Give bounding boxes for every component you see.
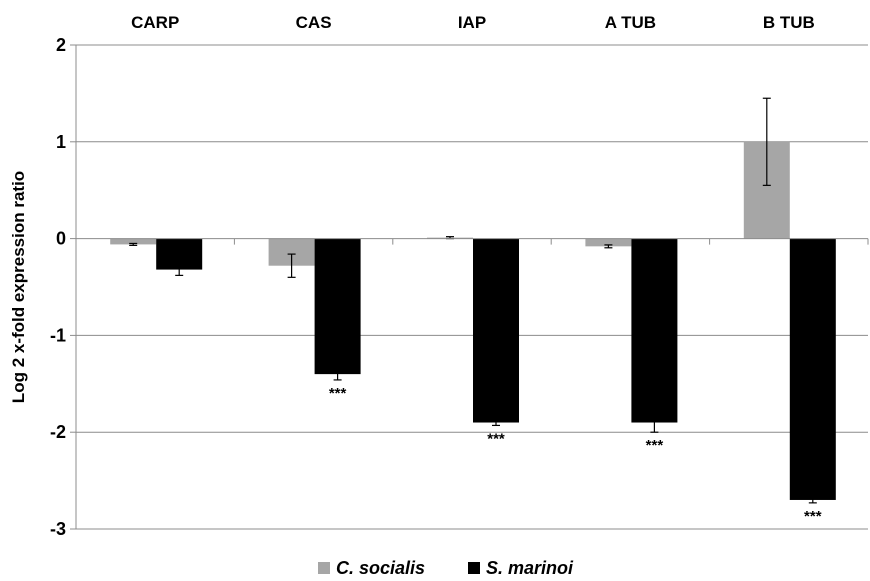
category-label: CARP [131, 13, 179, 32]
bar [789, 238, 836, 500]
y-tick-label: 1 [56, 132, 66, 152]
y-tick-label: -3 [50, 519, 66, 539]
legend-label: C. socialis [336, 558, 425, 578]
gridlines [76, 44, 868, 530]
significance-label: *** [329, 385, 347, 402]
y-tick-label: 0 [56, 229, 66, 249]
significance-label: *** [804, 508, 822, 525]
y-tick-label: -2 [50, 422, 66, 442]
significance-label: *** [487, 430, 505, 447]
category-label: A TUB [605, 13, 656, 32]
category-label: B TUB [763, 13, 815, 32]
legend-swatch [468, 562, 480, 574]
error-bars [129, 97, 817, 504]
category-label: CAS [296, 13, 332, 32]
legend-swatch [318, 562, 330, 574]
legend-label: S. marinoi [486, 558, 574, 578]
y-axis-label: Log 2 x-fold expression ratio [9, 171, 28, 403]
bar [314, 238, 361, 375]
bar [585, 238, 632, 247]
bar [110, 238, 157, 245]
significance-label: *** [646, 437, 664, 454]
category-label: IAP [458, 13, 486, 32]
bars [110, 141, 836, 500]
axes: 2 1 0 -1 -2 -3 CARP CAS IAP A TUB B TUB *** *** *** **… [50, 13, 869, 539]
y-tick-label: 2 [56, 35, 66, 55]
legend: C. socialis S. marinoi [318, 558, 574, 578]
bar [473, 238, 519, 423]
bar [631, 238, 678, 423]
y-tick-label: -1 [50, 325, 66, 345]
